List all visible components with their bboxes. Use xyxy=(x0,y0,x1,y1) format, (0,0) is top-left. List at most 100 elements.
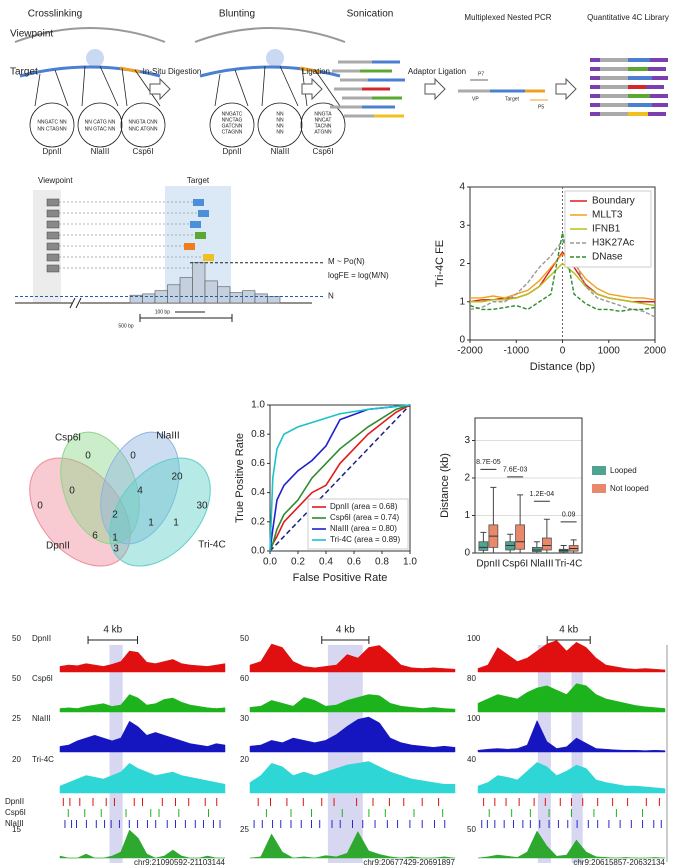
step-title: Crosslinking xyxy=(28,9,82,20)
scale-bar xyxy=(87,636,139,644)
legend-label: MLLT3 xyxy=(592,210,623,221)
x-tick-label: 0.0 xyxy=(263,557,277,568)
site-track-name: DpnII xyxy=(5,797,24,806)
y-tick-label: 0 xyxy=(459,335,465,346)
y-tick-label: 0.2 xyxy=(251,516,265,527)
x-tick-label: 0.6 xyxy=(347,557,361,568)
x-tick-label: NlaIII xyxy=(530,559,553,570)
scale-label: 4 kb xyxy=(336,625,355,636)
sequence: NNGTA CNN xyxy=(128,119,157,125)
scale-label: 4 kb xyxy=(103,625,122,636)
signal-track xyxy=(59,694,226,713)
pcr-amplicon xyxy=(458,79,548,101)
histogram-bar xyxy=(229,292,243,304)
n-label: N xyxy=(328,292,334,301)
sequence: NNGATC NN xyxy=(37,119,67,125)
transition-label: In-Situ Digestion xyxy=(143,67,202,76)
dna-target xyxy=(299,66,321,74)
histogram-bar xyxy=(254,293,268,304)
track-max: 50 xyxy=(12,674,21,683)
track-max: 50 xyxy=(467,825,476,834)
sequence: NNC ATGNN xyxy=(128,126,157,132)
x-axis-label: False Positive Rate xyxy=(293,572,388,584)
sequence: NNCAT xyxy=(315,117,332,123)
box xyxy=(542,537,552,551)
site-track-name: NlaIII xyxy=(5,819,24,828)
y-axis-label: Tri-4C FE xyxy=(434,240,446,287)
transition-label: Ligation xyxy=(302,67,330,76)
legend-label: Looped xyxy=(610,466,637,475)
scale-label: 100 bp xyxy=(155,309,171,315)
y-tick-label: 2 xyxy=(459,258,465,269)
x-tick-label: 0.2 xyxy=(291,557,305,568)
library xyxy=(590,58,668,116)
sequence: NNGTA xyxy=(314,111,332,117)
track-max: 25 xyxy=(12,714,21,723)
track-max: 40 xyxy=(467,755,476,764)
p-value: 1.2E-04 xyxy=(530,491,555,498)
zoom-lines xyxy=(29,65,346,148)
venn-count: 1 xyxy=(173,518,179,529)
venn-count: 0 xyxy=(69,486,75,497)
y-tick-label: 0.4 xyxy=(251,487,265,498)
y-tick-label: 1 xyxy=(459,296,465,307)
signal-track xyxy=(59,762,226,794)
venn-count: 0 xyxy=(85,451,91,462)
step-arrows xyxy=(149,77,577,101)
enzyme-label: NlaIII xyxy=(91,147,110,156)
viewpoint-label: Viewpoint xyxy=(10,29,53,40)
venn-count: 6 xyxy=(92,531,98,542)
signal-track xyxy=(477,762,666,794)
box xyxy=(478,541,489,551)
legend-label: Not looped xyxy=(610,484,649,493)
signal-track xyxy=(59,720,226,753)
y-tick-label: 3 xyxy=(464,435,470,446)
y-tick-label: 0.6 xyxy=(251,458,265,469)
box xyxy=(532,547,542,552)
scale-bar xyxy=(321,636,370,644)
series-line xyxy=(470,262,656,307)
roc-curve xyxy=(269,404,411,552)
sequence: NN xyxy=(276,117,284,123)
signal-track xyxy=(249,694,456,713)
highlight xyxy=(537,645,551,863)
track-max: 15 xyxy=(12,825,21,834)
track-max: 60 xyxy=(240,674,249,683)
pcr-label: P5 xyxy=(538,104,544,110)
enzyme-label: Csp6I xyxy=(313,147,334,156)
sequence: NN GTAC NN xyxy=(85,126,116,132)
region-label: chr9:20615857-20632134 xyxy=(573,858,665,867)
sequence: NNGATC xyxy=(222,111,243,117)
track-max: 20 xyxy=(240,755,249,764)
venn-count: 30 xyxy=(196,501,208,512)
sequence: NN xyxy=(276,129,284,135)
legend-swatch xyxy=(592,466,606,475)
y-tick-label: 4 xyxy=(459,182,465,193)
venn-count: 0 xyxy=(130,451,136,462)
box xyxy=(515,524,525,550)
x-tick-label: 1.0 xyxy=(403,557,417,568)
reads xyxy=(46,198,60,273)
scale-label: 4 kb xyxy=(559,625,578,636)
histogram-bar xyxy=(242,290,256,304)
legend-label: DpnII (area = 0.68) xyxy=(330,502,398,511)
enzyme-label: NlaIII xyxy=(271,147,290,156)
sequence: ATGNN xyxy=(314,129,332,135)
viewpoint-label: Viewpoint xyxy=(38,176,73,185)
dna xyxy=(199,65,341,78)
chromatin-arc xyxy=(194,27,346,43)
pcr-label: VP xyxy=(472,96,479,102)
p-value: 8.7E-05 xyxy=(476,459,501,466)
track-max: 50 xyxy=(240,634,249,643)
sequence: NN CTAGNN xyxy=(37,126,67,132)
sequence: GATCNN xyxy=(222,123,243,129)
signal-track xyxy=(249,831,456,859)
venn-set-label: NlaIII xyxy=(156,431,179,442)
chance-line xyxy=(269,404,411,552)
formula: logFE = log(M/N) xyxy=(328,271,389,280)
venn-count: 3 xyxy=(113,544,119,555)
track-name: Tri-4C xyxy=(32,755,54,764)
read-links xyxy=(59,201,206,269)
track-max: 20 xyxy=(12,755,21,764)
